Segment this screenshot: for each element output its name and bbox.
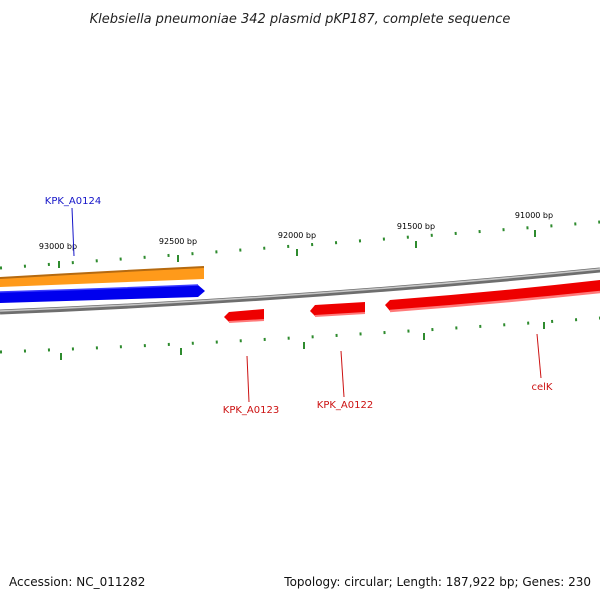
map-title: Klebsiella pneumoniae 342 plasmid pKP187… xyxy=(90,12,511,27)
label-kpk-a0123: KPK_A0123 xyxy=(223,355,279,416)
tick-label-91500: 91500 bp xyxy=(397,222,435,231)
gene-kpk-a0123 xyxy=(224,309,265,323)
tick-label-93000: 93000 bp xyxy=(39,242,77,251)
tick-label-91000: 91000 bp xyxy=(515,211,553,220)
gene-celk xyxy=(385,280,600,313)
gene-label-celk: celK xyxy=(532,382,553,393)
outer-tick-dots xyxy=(0,220,600,270)
label-kpk-a0124: KPK_A0124 xyxy=(45,196,101,257)
tick-label-92500: 92500 bp xyxy=(159,237,197,246)
inner-tick-dots xyxy=(0,316,600,354)
orange-feature xyxy=(0,266,205,287)
gene-label-kpk-a0122: KPK_A0122 xyxy=(317,400,373,411)
accession-text: Accession: NC_011282 xyxy=(9,575,145,589)
gene-label-kpk-a0123: KPK_A0123 xyxy=(223,405,279,416)
gene-kpk-a0122 xyxy=(310,302,366,317)
backbone xyxy=(0,267,600,315)
topology-summary: Topology: circular; Length: 187,922 bp; … xyxy=(283,575,591,589)
label-celk: celK xyxy=(532,333,553,393)
outer-tick-track xyxy=(0,220,600,270)
label-kpk-a0122: KPK_A0122 xyxy=(317,350,373,411)
outer-tick-labels: 93000 bp 92500 bp 92000 bp 91500 bp 9100… xyxy=(39,211,553,251)
inner-tick-track xyxy=(0,316,600,360)
tick-label-92000: 92000 bp xyxy=(278,231,316,240)
gene-label-kpk-a0124: KPK_A0124 xyxy=(45,196,101,207)
gene-kpk-a0124 xyxy=(0,284,205,303)
